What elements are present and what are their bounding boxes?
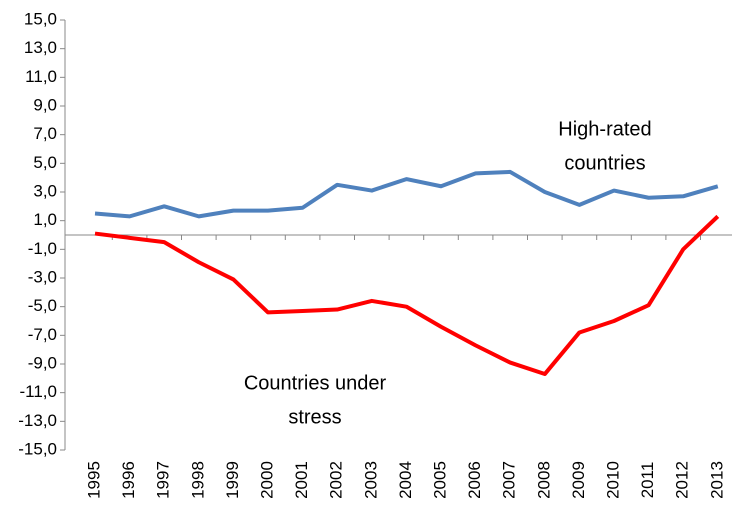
y-tick-label: -15,0 — [18, 439, 57, 458]
y-tick-label: 5,0 — [33, 153, 57, 172]
annotation: High-rated — [558, 118, 651, 140]
annotation: countries — [564, 152, 645, 174]
y-tick-label: 3,0 — [33, 181, 57, 200]
annotation: stress — [288, 406, 341, 428]
x-tick-label: 2007 — [500, 461, 519, 499]
x-tick-label: 2012 — [673, 461, 692, 499]
series-line — [94, 214, 720, 377]
annotation: Countries under — [244, 372, 387, 394]
x-tick-label: 2000 — [257, 461, 276, 499]
y-tick-label: 13,0 — [24, 38, 57, 57]
y-tick-label: 7,0 — [33, 124, 57, 143]
y-tick-label: -9,0 — [28, 353, 57, 372]
y-tick-label: -11,0 — [20, 382, 58, 401]
y-tick-label: 11,0 — [25, 67, 57, 86]
x-tick-label: 2006 — [465, 461, 484, 499]
x-tick-label: 1996 — [119, 461, 138, 499]
y-tick-label: -7,0 — [28, 325, 57, 344]
x-tick-label: 1997 — [154, 461, 173, 499]
series-line — [94, 169, 719, 219]
x-tick-label: 2009 — [569, 461, 588, 499]
y-tick-label: 15,0 — [24, 9, 57, 28]
y-tick-label: -5,0 — [28, 296, 57, 315]
x-tick-label: 2002 — [327, 461, 346, 499]
y-tick-label: 9,0 — [33, 95, 57, 114]
x-tick-label: 1995 — [84, 461, 103, 499]
x-tick-label: 2008 — [534, 461, 553, 499]
x-tick-label: 2005 — [430, 461, 449, 499]
x-tick-label: 1998 — [188, 461, 207, 499]
y-tick-label: -13,0 — [18, 411, 57, 430]
x-tick-label: 2013 — [707, 461, 726, 499]
x-tick-label: 1999 — [223, 461, 242, 499]
x-tick-label: 2003 — [361, 461, 380, 499]
y-tick-label: -3,0 — [28, 267, 57, 286]
y-tick-label: -1,0 — [28, 239, 57, 258]
x-tick-label: 2011 — [638, 462, 657, 499]
x-tick-label: 2001 — [292, 461, 311, 499]
x-tick-label: 2004 — [396, 461, 415, 499]
y-tick-label: 1,0 — [33, 210, 57, 229]
x-tick-label: 2010 — [603, 461, 622, 499]
